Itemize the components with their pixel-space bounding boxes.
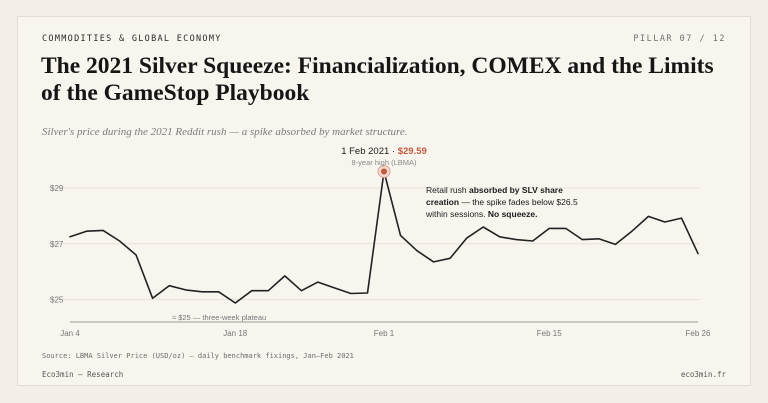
annotation-line-3: within sessions. No squeeze.: [425, 209, 538, 219]
chart-subtitle: Silver's price during the 2021 Reddit ru…: [42, 126, 408, 138]
x-tick-label: Jan 4: [60, 329, 80, 338]
y-tick-label: $27: [50, 240, 64, 249]
price-series-line: [69, 170, 699, 304]
y-tick-label: $25: [50, 296, 64, 305]
article-card: COMMODITIES & GLOBAL ECONOMY PILLAR 07 /…: [17, 16, 751, 386]
annotation-line-1: Retail rush absorbed by SLV share: [426, 185, 563, 195]
pillar-indicator: PILLAR 07 / 12: [633, 34, 726, 44]
annotation-line-2: creation — the spike fades below $26.5: [426, 197, 578, 207]
peak-label: 1 Feb 2021 · $29.59: [341, 146, 427, 157]
peak-note: 8-year high (LBMA): [351, 158, 417, 167]
x-tick-label: Feb 26: [686, 329, 711, 338]
source-note: Source: LBMA Silver Price (USD/oz) — dai…: [42, 352, 354, 360]
peak-point[interactable]: [381, 168, 387, 175]
section-kicker: COMMODITIES & GLOBAL ECONOMY: [42, 34, 222, 44]
footer-brand: Eco3min — Research: [42, 370, 124, 379]
x-tick-label: Feb 15: [537, 329, 562, 338]
plateau-label: ≈ $25 — three-week plateau: [172, 313, 266, 322]
footer-site-link[interactable]: eco3min.fr: [680, 370, 726, 379]
x-tick-label: Feb 1: [374, 329, 395, 338]
page-title: The 2021 Silver Squeeze: Financializatio…: [41, 53, 714, 106]
y-tick-label: $29: [50, 184, 64, 193]
x-tick-label: Jan 18: [223, 329, 248, 338]
